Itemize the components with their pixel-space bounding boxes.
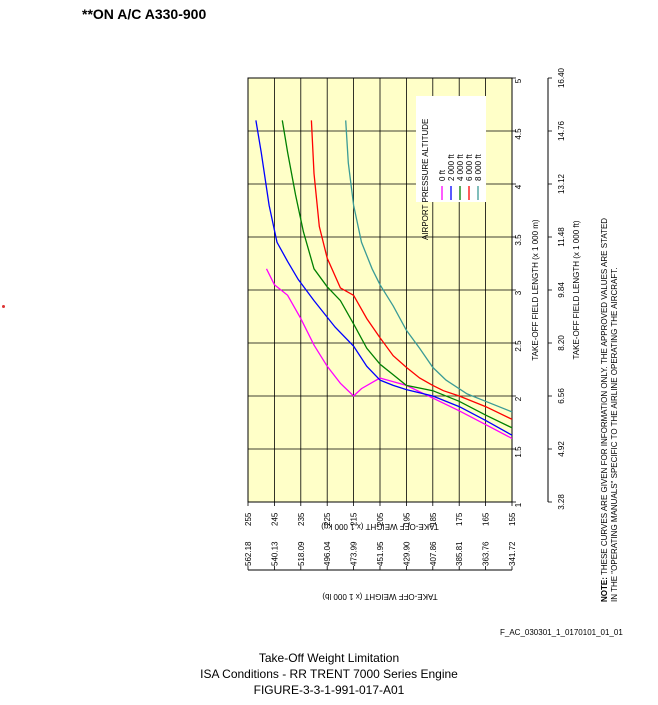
figure-ref-code: F_AC_030301_1_0170101_01_01 — [500, 628, 623, 637]
x2-tick-label: 540.13 — [270, 541, 279, 566]
x-axis-title: TAKE-OFF WEIGHT (x 1 000 kg) — [321, 522, 439, 531]
curves — [255, 120, 513, 439]
figure-caption: Take-Off Weight Limitation ISA Condition… — [0, 650, 658, 698]
y2-tick-label: 14.76 — [557, 120, 566, 141]
x2-tick-label: 363.76 — [482, 541, 491, 566]
x-tick-label: 185 — [429, 512, 438, 526]
legend-label-1: 2 000 ft — [447, 154, 456, 181]
caption-title: Take-Off Weight Limitation — [258, 651, 400, 665]
y2-tick-label: 6.56 — [557, 388, 566, 404]
x2-tick-label: 496.04 — [323, 541, 332, 566]
series-line-4 — [345, 120, 513, 413]
legend-label-4: 8 000 ft — [474, 154, 483, 181]
x-tick-label: 175 — [455, 512, 464, 526]
y2-tick-label: 4.92 — [557, 441, 566, 457]
note-label: NOTE: — [600, 577, 609, 602]
series-line-1 — [255, 120, 513, 436]
x-tick-label: 235 — [297, 512, 306, 526]
x2-tick-label: 429.90 — [402, 541, 411, 566]
note-block: NOTE: THESE CURVES ARE GIVEN FOR INFORMA… — [600, 218, 620, 602]
x-tick-label: 245 — [270, 512, 279, 526]
y2-tick-label: 13.12 — [557, 173, 566, 194]
y-tick-label: 2.5 — [514, 340, 523, 352]
x-tick-label: 205 — [376, 512, 385, 526]
y-tick-label: 4 — [514, 184, 523, 189]
y2-tick-label: 3.28 — [557, 494, 566, 510]
legend-box — [416, 96, 486, 202]
y-tick-label: 4.5 — [514, 128, 523, 140]
y-tick-label: 5 — [514, 78, 523, 83]
y2-tick-label: 9.84 — [557, 282, 566, 298]
axes: 255 245 235 225 215 205 195 185 175 165 155TAKE-OF… — [244, 67, 581, 601]
y-tick-label: 3 — [514, 290, 523, 295]
y-tick-label: 1.5 — [514, 446, 523, 458]
x2-tick-label: 473.99 — [350, 541, 359, 566]
y2-tick-label: 11.48 — [557, 227, 566, 247]
x2-tick-label: 518.09 — [297, 541, 306, 566]
x-tick-label: 165 — [482, 512, 491, 526]
legend-label-2: 4 000 ft — [456, 154, 465, 181]
series-line-0 — [265, 268, 513, 439]
margin-mark — [2, 305, 5, 308]
y2-tick-label: 8.20 — [557, 335, 566, 351]
x2-tick-label: 341.72 — [508, 541, 517, 566]
x2-tick-label: 451.95 — [376, 541, 385, 566]
legend-label-3: 6 000 ft — [465, 154, 474, 181]
series-line-2 — [281, 120, 513, 429]
legend-title: AIRPORT PRESSURE ALTITUDE — [421, 119, 430, 240]
caption-figure-id: FIGURE-3-3-1-991-017-A01 — [253, 683, 405, 697]
x2-tick-label: 407.86 — [429, 541, 438, 566]
y-axis-title: TAKE-OFF FIELD LENGTH (x 1 000 m) — [531, 219, 540, 361]
x-tick-label: 255 — [244, 512, 253, 526]
x-tick-label: 195 — [402, 512, 411, 526]
caption-subtitle: ISA Conditions - RR TRENT 7000 Series En… — [200, 667, 458, 681]
x-tick-label: 155 — [508, 512, 517, 526]
y-tick-label: 3.5 — [514, 234, 523, 246]
y2-tick-label: 16.40 — [557, 67, 566, 88]
x-tick-label: 215 — [350, 512, 359, 526]
y-tick-label: 1 — [514, 502, 523, 507]
note-line-2: IN THE "OPERATING MANUALS" SPECIFIC TO T… — [610, 267, 619, 602]
series-line-3 — [310, 120, 513, 420]
y-tick-label: 2 — [514, 396, 523, 401]
x2-axis-title: TAKE-OFF WEIGHT (x 1 000 lb) — [322, 592, 438, 601]
x2-tick-label: 385.81 — [455, 541, 464, 566]
y2-axis-title: TAKE-OFF FIELD LENGTH (x 1 000 ft) — [572, 220, 581, 359]
x2-tick-label: 562.18 — [244, 541, 253, 566]
legend: AIRPORT PRESSURE ALTITUDE 0 ft 2 000 ft 4 0… — [416, 96, 486, 240]
aircraft-header: **ON A/C A330-900 — [82, 6, 207, 22]
x-tick-label: 225 — [323, 512, 332, 526]
legend-label-0: 0 ft — [438, 169, 447, 181]
note-line-1: THESE CURVES ARE GIVEN FOR INFORMATION O… — [600, 217, 609, 576]
